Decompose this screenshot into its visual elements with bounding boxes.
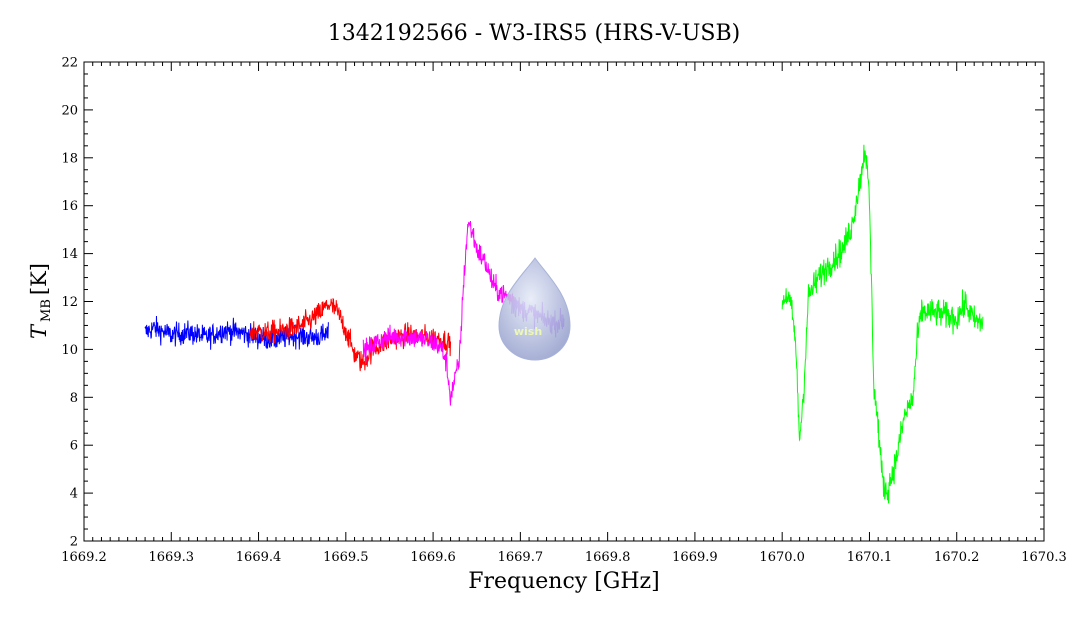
y-tick-label: 14 (61, 247, 78, 262)
y-tick-label: 10 (61, 343, 78, 358)
x-tick-label: 1669.5 (323, 550, 369, 565)
x-tick-label: 1669.8 (585, 550, 631, 565)
y-tick-label: 22 (61, 56, 78, 71)
y-axis-label-sub: MB (39, 299, 54, 322)
y-tick-label: 12 (61, 295, 78, 310)
series-line-3 (362, 220, 521, 406)
y-tick-label: 8 (70, 391, 78, 406)
x-tick-label: 1670.1 (847, 550, 893, 565)
y-tick-label: 16 (61, 199, 78, 214)
y-axis-label-main: T (27, 323, 51, 339)
x-tick-label: 1669.2 (61, 550, 107, 565)
y-tick-label: 2 (70, 535, 78, 550)
y-axis-label: TMB [K] (27, 263, 54, 339)
x-tick-label: 1669.6 (410, 550, 456, 565)
x-tick-label: 1670.0 (759, 550, 805, 565)
x-tick-label: 1669.3 (149, 550, 195, 565)
x-axis-label: Frequency [GHz] (468, 569, 660, 594)
y-axis: 2 4 6 8 10 12 14 16 18 20 22 (61, 56, 1044, 550)
chart-title: 1342192566 - W3-IRS5 (HRS-V-USB) (328, 21, 740, 46)
series-layer (144, 144, 984, 504)
series-line-2 (249, 298, 452, 372)
x-tick-label: 1669.4 (236, 550, 282, 565)
y-tick-label: 6 (70, 439, 78, 454)
y-tick-label: 18 (61, 151, 78, 166)
watermark: wish (498, 257, 571, 361)
series-line-1 (144, 316, 329, 350)
y-tick-label: 4 (70, 487, 78, 502)
droplet-icon (498, 257, 571, 361)
x-tick-label: 1670.2 (934, 550, 980, 565)
series-line-5 (781, 144, 984, 504)
svg-text:TMB[K]: TMB [K] (27, 263, 54, 339)
x-tick-label: 1670.3 (1021, 550, 1067, 565)
watermark-text: wish (514, 325, 542, 338)
x-tick-label: 1669.7 (498, 550, 544, 565)
x-axis: 1669.2 1669.3 1669.4 1669.5 1669.6 1669.7 1669… (61, 62, 1067, 565)
x-tick-label: 1669.9 (672, 550, 718, 565)
y-axis-label-unit: [K] (27, 263, 51, 295)
y-tick-label: 20 (61, 103, 78, 118)
